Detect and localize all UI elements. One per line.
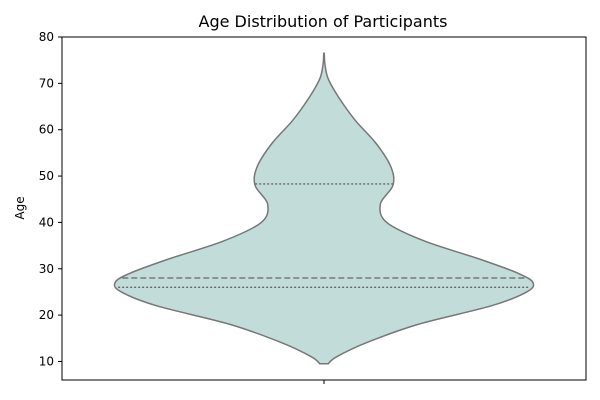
quartile-lines [118,183,530,288]
violin-layer [113,52,535,365]
y-tick-label: 80 [39,30,54,44]
axes: 10 20 30 40 50 60 70 80 [39,30,587,384]
y-tick-label: 30 [39,262,54,276]
y-tick-label: 40 [39,215,54,229]
y-tick-label: 20 [39,308,54,322]
y-tick-label: 60 [39,123,54,137]
violin-body [113,52,535,365]
y-tick-label: 10 [39,354,54,368]
y-axis-label: Age [13,196,27,219]
chart-title: Age Distribution of Participants [199,12,448,31]
y-tick-label: 70 [39,76,54,90]
y-tick-label: 50 [39,169,54,183]
